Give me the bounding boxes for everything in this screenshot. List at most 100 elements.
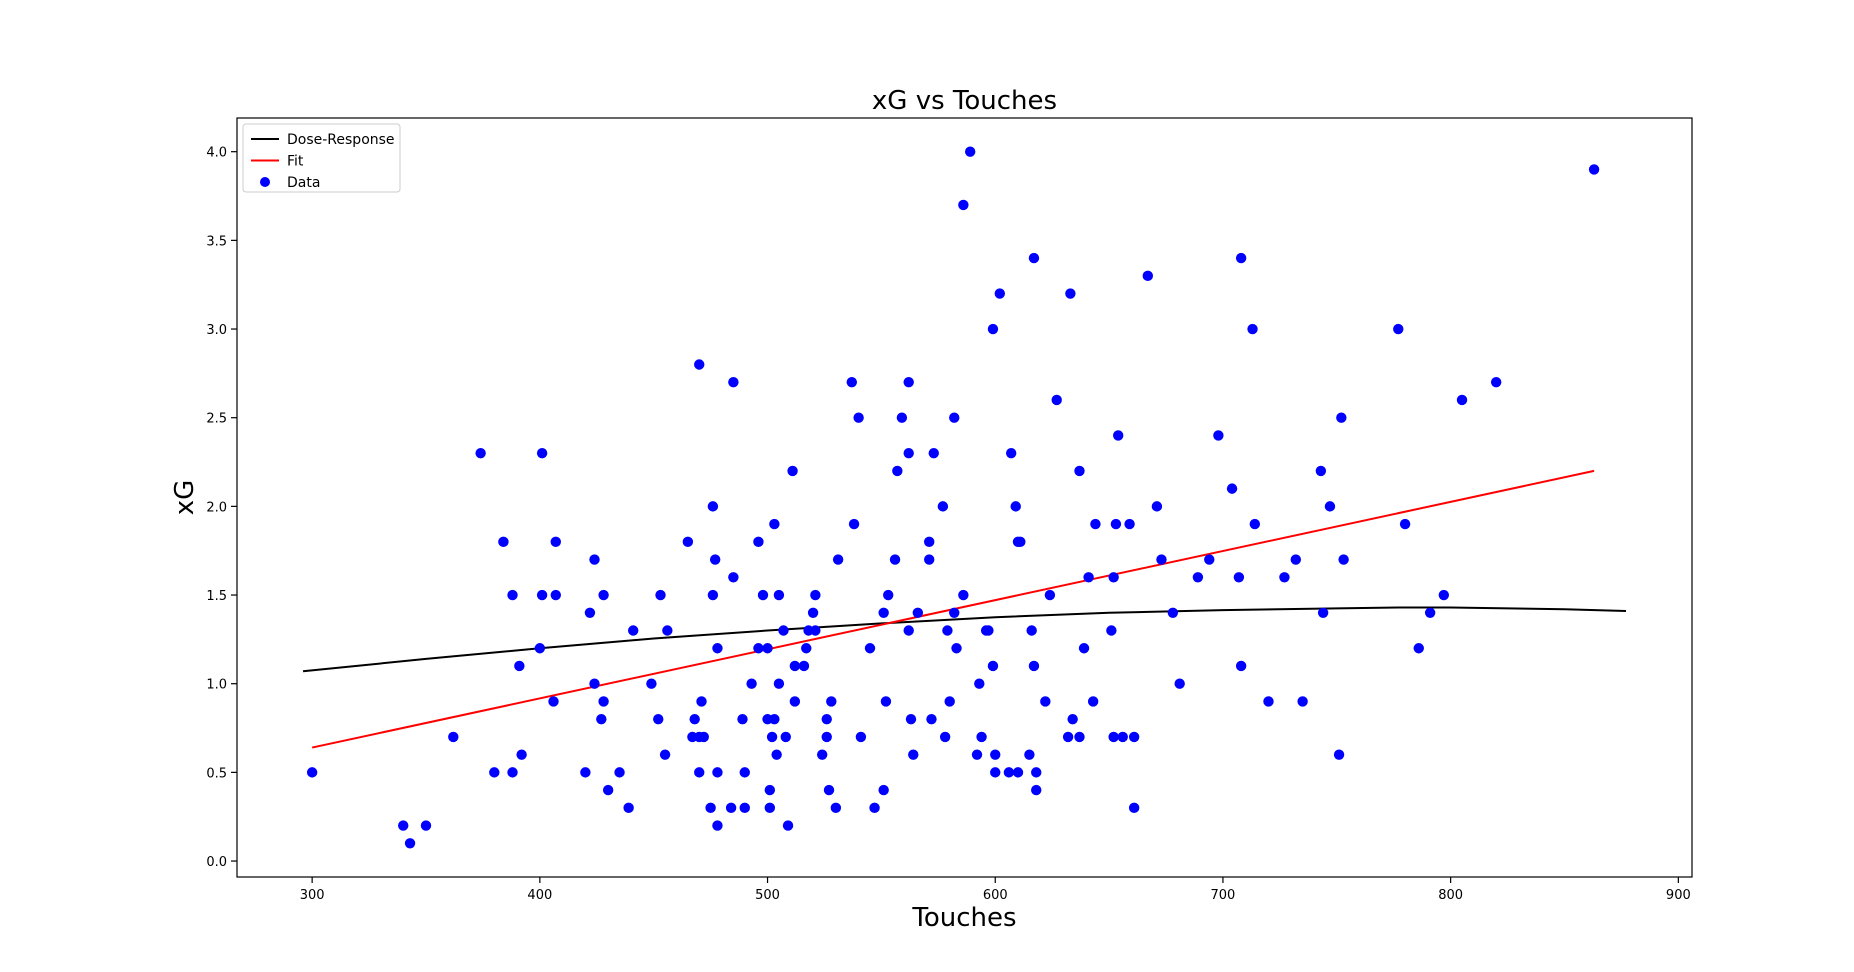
data-point	[306, 767, 318, 778]
data-point	[994, 288, 1005, 299]
data-point	[1113, 430, 1124, 441]
x-tick-label: 900	[1666, 888, 1691, 903]
data-point	[694, 359, 705, 370]
data-point	[707, 589, 719, 601]
data-point	[694, 767, 705, 778]
data-point	[848, 518, 860, 530]
x-tick-label: 500	[755, 888, 780, 903]
data-point	[1026, 625, 1037, 636]
data-point	[1249, 518, 1261, 530]
data-point	[769, 518, 780, 530]
data-point	[1005, 447, 1017, 459]
data-point	[1090, 518, 1101, 530]
data-point	[689, 713, 700, 725]
data-point	[739, 767, 750, 778]
data-point	[846, 377, 857, 388]
data-point	[514, 660, 525, 672]
data-point	[773, 589, 785, 601]
data-point	[602, 784, 614, 796]
data-point	[908, 749, 919, 760]
data-point	[1003, 767, 1015, 778]
data-point	[1336, 412, 1347, 423]
data-point	[830, 802, 842, 814]
data-point	[536, 447, 548, 459]
data-point	[728, 377, 739, 388]
plot-area	[302, 146, 1626, 849]
data-point	[712, 643, 723, 654]
data-point	[580, 767, 591, 778]
data-point	[589, 678, 600, 689]
data-point	[1174, 678, 1185, 689]
data-point	[1065, 288, 1076, 299]
data-point	[1399, 518, 1411, 530]
data-point	[789, 696, 801, 707]
y-tick-label: 0.0	[206, 855, 227, 870]
data-point	[807, 607, 819, 618]
data-point	[1393, 323, 1404, 335]
data-point	[1074, 731, 1085, 743]
data-point	[1233, 572, 1245, 583]
data-point	[712, 767, 723, 778]
data-point	[821, 731, 832, 743]
data-point	[746, 678, 757, 689]
data-point	[855, 731, 867, 743]
data-point	[725, 802, 737, 814]
data-point	[1333, 749, 1345, 760]
data-point	[787, 465, 798, 477]
data-point	[826, 696, 837, 707]
data-point	[628, 625, 639, 636]
data-point	[1024, 749, 1035, 760]
data-point	[939, 731, 951, 743]
data-point	[1192, 572, 1204, 583]
legend-box	[242, 123, 401, 193]
data-point	[928, 447, 939, 459]
data-point	[903, 377, 914, 388]
data-point	[1413, 643, 1424, 654]
data-point	[550, 589, 561, 601]
data-point	[1317, 607, 1329, 618]
data-point	[949, 607, 960, 618]
data-point	[753, 536, 764, 548]
y-tick-label: 4.0	[206, 146, 227, 161]
data-point	[662, 625, 673, 636]
data-point	[951, 643, 962, 654]
data-point	[534, 643, 546, 654]
y-tick-label: 0.5	[206, 766, 227, 781]
data-point	[1128, 731, 1140, 743]
data-point	[1110, 518, 1122, 530]
x-tick-label: 800	[1438, 888, 1463, 903]
data-point	[983, 625, 994, 636]
data-point	[1490, 377, 1502, 388]
data-point	[614, 767, 625, 778]
data-point	[892, 465, 903, 477]
data-point	[766, 731, 778, 743]
plot-frame	[236, 117, 1693, 878]
data-point	[1438, 589, 1450, 601]
data-point	[598, 589, 609, 601]
data-point	[810, 625, 821, 636]
data-point	[646, 678, 657, 689]
data-point	[1028, 252, 1040, 264]
data-point	[810, 589, 821, 601]
data-point	[937, 501, 949, 512]
data-point	[974, 678, 985, 689]
data-point	[757, 589, 769, 601]
data-point	[798, 660, 810, 672]
data-point	[821, 713, 832, 725]
data-point	[1062, 731, 1074, 743]
data-point	[853, 412, 864, 423]
data-point	[958, 589, 969, 601]
data-point	[1235, 660, 1247, 672]
y-tick-label: 3.0	[206, 323, 227, 338]
data-point	[589, 554, 600, 565]
data-point	[696, 696, 707, 707]
data-point	[924, 536, 935, 548]
data-point	[832, 554, 844, 565]
x-axis-label: Touches	[911, 903, 1016, 933]
data-point	[682, 536, 694, 548]
data-point	[769, 713, 780, 725]
data-point	[1247, 323, 1258, 335]
data-point	[737, 713, 748, 725]
data-point	[869, 802, 880, 814]
x-tick-label: 300	[300, 888, 325, 903]
